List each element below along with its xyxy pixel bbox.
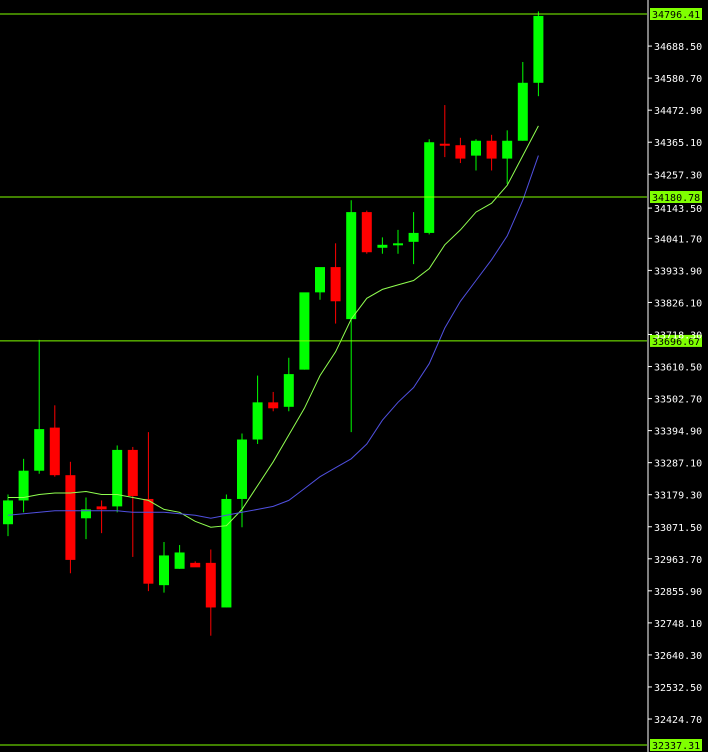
candle-body: [34, 429, 45, 471]
tick-label: 34365.10: [654, 138, 702, 149]
tick-label: 34143.50: [654, 204, 702, 215]
candle-body: [283, 374, 294, 407]
candle-body: [221, 498, 232, 608]
tick-label: 34041.70: [654, 234, 702, 245]
tick-label: 34580.70: [654, 74, 702, 85]
candle-body: [315, 267, 325, 293]
level-label-box: [650, 8, 702, 20]
candle-body: [377, 244, 388, 248]
candle-body: [127, 449, 138, 496]
candle-body: [299, 292, 310, 370]
tick-label: 32963.70: [654, 555, 702, 566]
candle-body: [190, 562, 201, 568]
candle-body: [205, 562, 216, 608]
candle-body: [159, 555, 169, 586]
candle-body: [174, 552, 185, 569]
candle-body: [237, 439, 247, 499]
candle-body: [268, 402, 279, 409]
horizontal-lines-group: 34796.41 34180.78 33696.67 32337.31: [0, 8, 702, 752]
candle-body: [346, 212, 357, 320]
tick-label: 33826.10: [654, 298, 702, 309]
tick-label: 34257.30: [654, 170, 702, 181]
candle-body: [439, 143, 450, 146]
candle-body: [49, 427, 60, 476]
tick-label: 32748.10: [654, 619, 702, 630]
price-axis: 34688.50 34580.70 34472.90 34365.10 34257.30…: [647, 0, 702, 752]
tick-label: 32640.30: [654, 651, 702, 662]
candle-body: [143, 498, 154, 584]
tick-label: 32532.50: [654, 683, 702, 694]
candle-body: [486, 140, 497, 159]
candle-body: [424, 142, 435, 233]
level-label-box: [650, 334, 702, 347]
candle-body: [471, 140, 481, 156]
tick-label: 32855.90: [654, 587, 702, 598]
tick-label: 33071.50: [654, 523, 702, 534]
tick-label: 32424.70: [654, 715, 702, 726]
candle-body: [455, 145, 466, 159]
candle-body: [533, 15, 544, 83]
candle-body: [81, 509, 91, 519]
level-label-box: [650, 739, 702, 751]
candle-body: [408, 232, 419, 242]
candle-body: [252, 402, 263, 440]
moving-average-slow-line: [7, 155, 539, 519]
level-label: 34180.78: [652, 193, 700, 204]
tick-label: 33287.10: [654, 459, 702, 470]
tick-label: 34688.50: [654, 42, 702, 53]
tick-label: 33179.30: [654, 491, 702, 502]
candle-body: [3, 500, 13, 525]
tick-label: 33502.70: [654, 395, 702, 406]
candle-body: [361, 212, 372, 253]
candle-body: [65, 475, 76, 560]
tick-label: 33933.90: [654, 266, 702, 277]
tick-label: 33718.30: [654, 330, 702, 341]
level-label: 33696.67: [652, 337, 700, 348]
candle-body: [517, 82, 528, 141]
moving-average-fast-line: [8, 125, 539, 528]
tick-label: 33394.90: [654, 427, 702, 438]
level-label: 34796.41: [652, 10, 700, 21]
tick-label: 33610.50: [654, 363, 702, 374]
level-label-box: [650, 191, 702, 204]
candle-body: [96, 506, 107, 510]
candle-body: [502, 140, 513, 159]
candle-body: [112, 449, 123, 507]
tick-label: 34472.90: [654, 106, 702, 117]
candle-body: [18, 470, 29, 501]
candles-group: [3, 11, 544, 636]
candle-body: [393, 243, 403, 246]
candle-body: [330, 267, 341, 302]
level-label: 32337.31: [652, 741, 700, 752]
